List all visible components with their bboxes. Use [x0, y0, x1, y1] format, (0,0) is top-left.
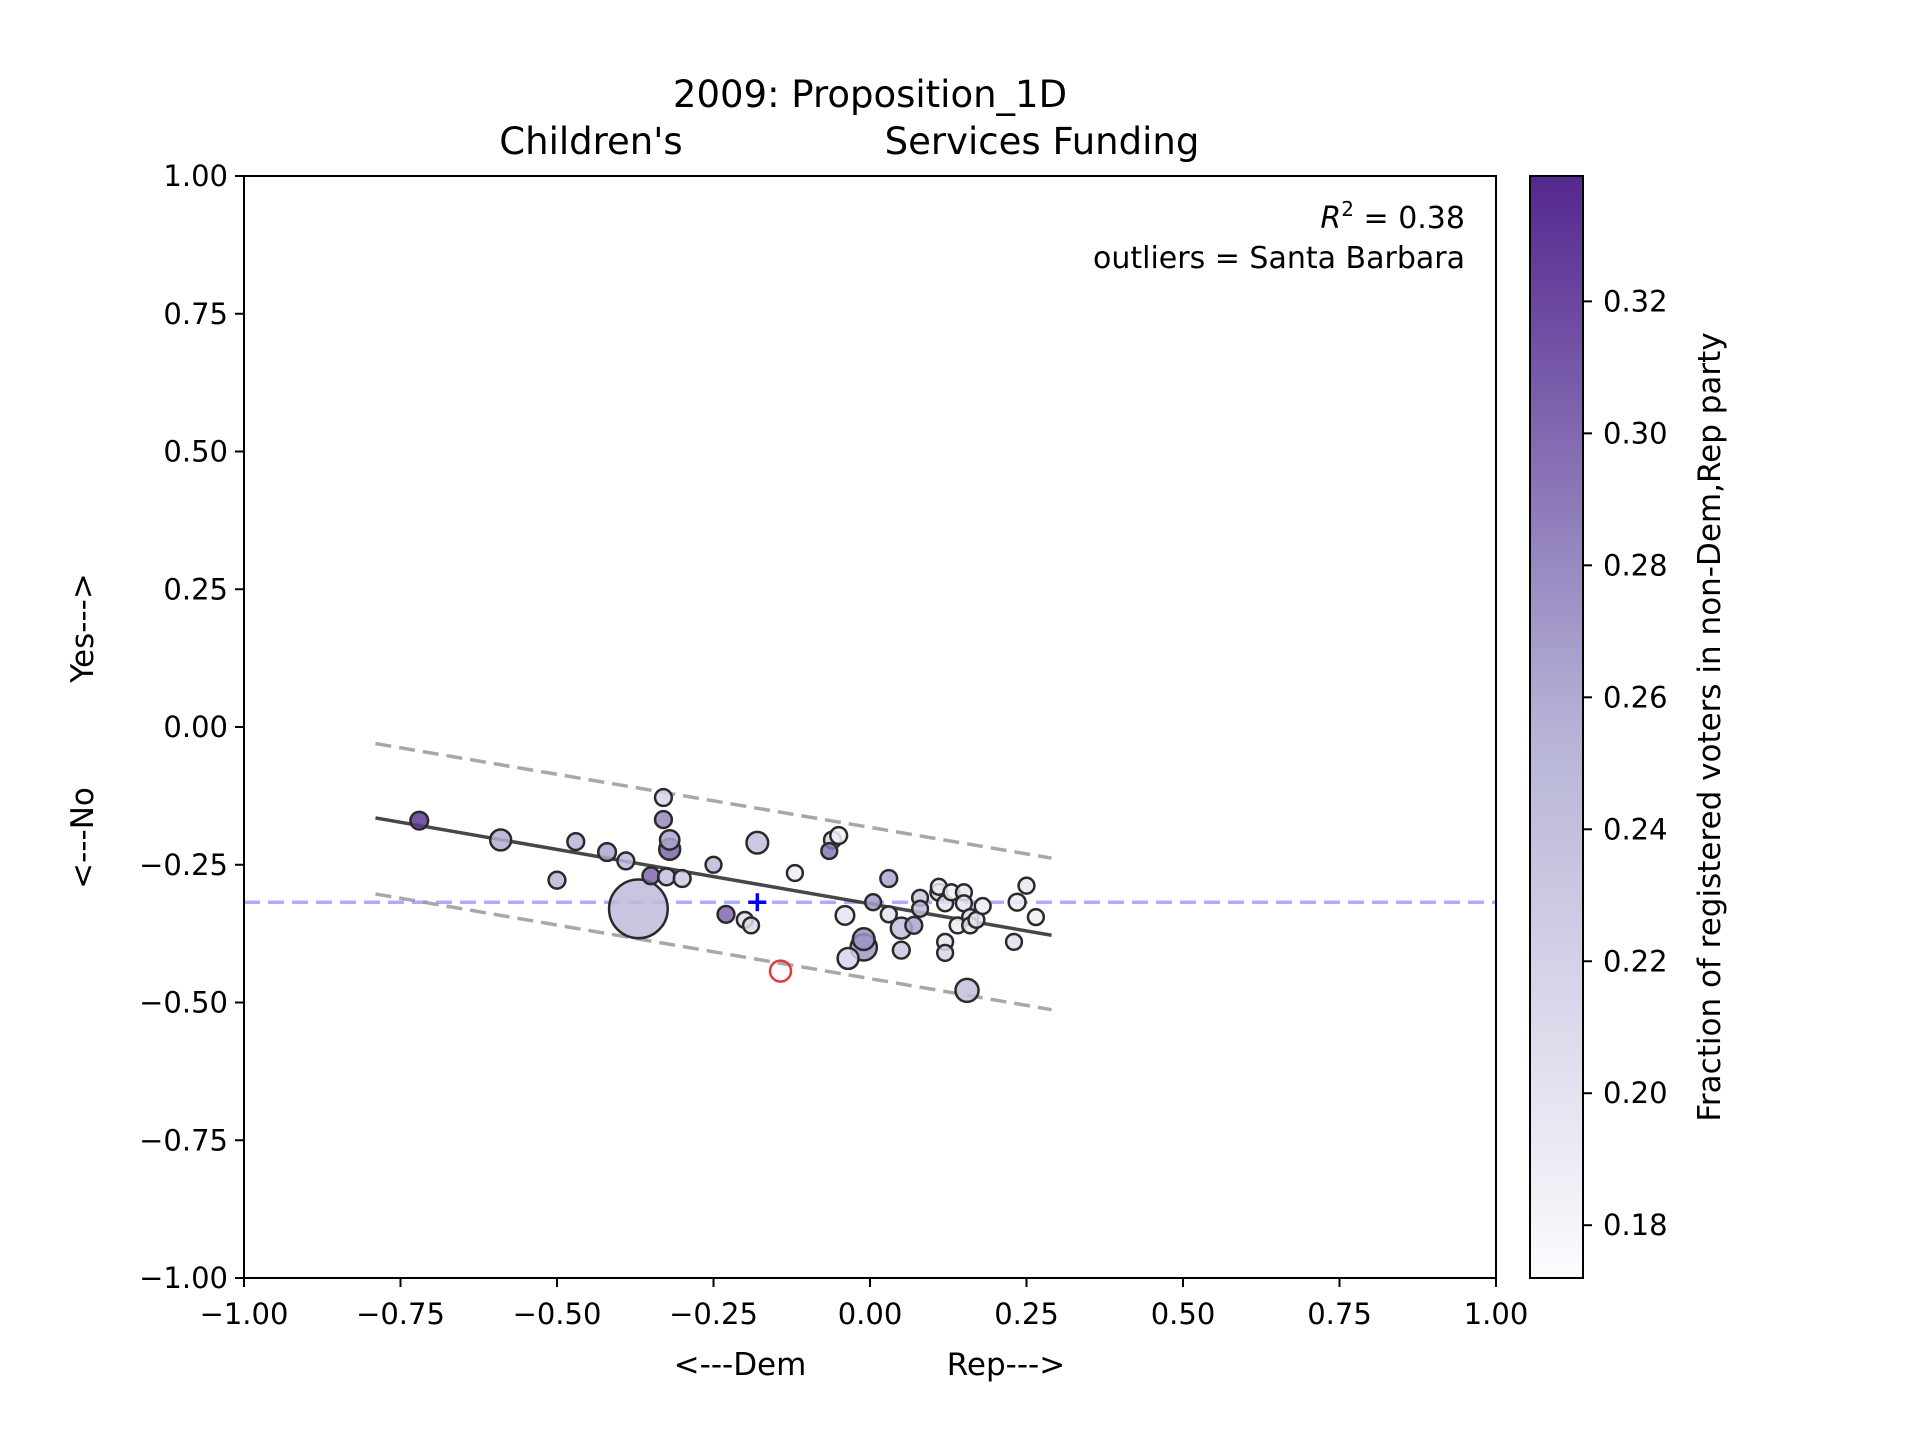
data-point	[879, 868, 899, 889]
y-tick-label: 0.50	[163, 435, 228, 469]
annotation-r2: R2 = 0.38	[1320, 197, 1465, 236]
data-point	[607, 878, 669, 940]
data-point	[954, 977, 980, 1004]
x-tick-label: −0.25	[669, 1297, 758, 1331]
colorbar-ticks: 0.18 0.20 0.22 0.24 0.26 0.28 0.30 0.32	[1583, 284, 1668, 1242]
colorbar-label: Fraction of registered voters in non-Dem…	[1692, 332, 1728, 1121]
x-tick-label: 0.75	[1307, 1297, 1372, 1331]
colorbar-tick-label: 0.32	[1603, 284, 1668, 318]
y-tick-label: −0.75	[139, 1123, 228, 1157]
data-point	[566, 831, 586, 852]
data-point	[836, 946, 860, 971]
data-point	[829, 825, 849, 846]
colorbar-tick-label: 0.26	[1603, 680, 1668, 714]
x-tick-label: 0.25	[994, 1297, 1059, 1331]
x-axis-label-right: Rep--->	[947, 1347, 1065, 1383]
colorbar-tick-label: 0.30	[1603, 416, 1668, 450]
x-tick-label: −0.50	[513, 1297, 602, 1331]
data-point	[863, 893, 883, 912]
y-axis-label-left: <---No	[65, 787, 101, 889]
data-point	[745, 830, 770, 855]
axis-ticks: −1.00 −0.75 −0.50 −0.25 0.00 0.25 0.50 0.75 1.00…	[139, 159, 1528, 1331]
colorbar	[1529, 175, 1584, 1279]
x-tick-label: 0.00	[838, 1297, 903, 1331]
data-point	[488, 828, 513, 852]
y-tick-label: −0.25	[139, 848, 228, 882]
data-point	[658, 829, 681, 851]
data-point	[834, 904, 856, 926]
data-point	[704, 855, 723, 874]
annotation-outliers: outliers = Santa Barbara	[1093, 241, 1465, 276]
x-tick-label: 1.00	[1464, 1297, 1529, 1331]
y-tick-label: 0.25	[163, 572, 228, 606]
data-point	[616, 851, 636, 871]
data-point	[653, 787, 674, 808]
data-point	[409, 810, 430, 831]
data-point	[1026, 907, 1046, 927]
y-tick-label: 0.75	[163, 297, 228, 331]
data-point	[641, 866, 661, 886]
upper-band-line	[375, 741, 1052, 860]
chart-title: 2009: Proposition_1D	[673, 73, 1067, 116]
special-markers	[748, 893, 793, 983]
colorbar-tick-label: 0.20	[1603, 1076, 1668, 1110]
data-point	[820, 841, 839, 861]
data-point	[596, 841, 618, 863]
data-point	[716, 904, 736, 924]
colorbar-tick-label: 0.24	[1603, 812, 1668, 846]
chart-subtitle-left: Children's	[499, 120, 682, 163]
data-point	[851, 927, 876, 952]
plot-frame	[243, 175, 1497, 1279]
data-point	[1004, 932, 1024, 952]
data-point	[672, 868, 692, 889]
data-point	[935, 943, 955, 963]
colorbar-tick-label: 0.18	[1603, 1208, 1668, 1242]
colorbar-tick-label: 0.28	[1603, 548, 1668, 582]
x-axis-label-left: <---Dem	[674, 1347, 807, 1383]
x-tick-label: −1.00	[200, 1297, 289, 1331]
data-point	[547, 870, 567, 890]
data-point	[653, 809, 674, 830]
y-tick-label: −0.50	[139, 986, 228, 1020]
data-point	[656, 867, 677, 887]
data-point	[741, 916, 761, 935]
chart-subtitle-right: Services Funding	[885, 120, 1200, 163]
regression-line	[375, 816, 1052, 938]
y-tick-label: 1.00	[163, 159, 228, 193]
data-point	[891, 940, 911, 960]
x-tick-label: −0.75	[356, 1297, 445, 1331]
data-point	[879, 905, 898, 924]
data-point	[785, 863, 805, 883]
y-tick-label: 0.00	[163, 710, 228, 744]
lower-band-line	[375, 892, 1052, 1012]
data-point	[904, 915, 924, 935]
y-tick-label: −1.00	[139, 1261, 228, 1295]
data-point	[1017, 876, 1036, 895]
y-axis-label-right: Yes--->	[65, 573, 101, 684]
colorbar-tick-label: 0.22	[1603, 944, 1668, 978]
data-points	[409, 787, 1046, 1004]
x-tick-label: 0.50	[1151, 1297, 1216, 1331]
annotation-r2-value: = 0.38	[1364, 201, 1465, 236]
data-point	[910, 899, 930, 918]
outlier-point	[768, 959, 793, 983]
plot-area	[244, 176, 1496, 1278]
data-point	[1007, 892, 1027, 912]
data-point	[973, 896, 992, 916]
